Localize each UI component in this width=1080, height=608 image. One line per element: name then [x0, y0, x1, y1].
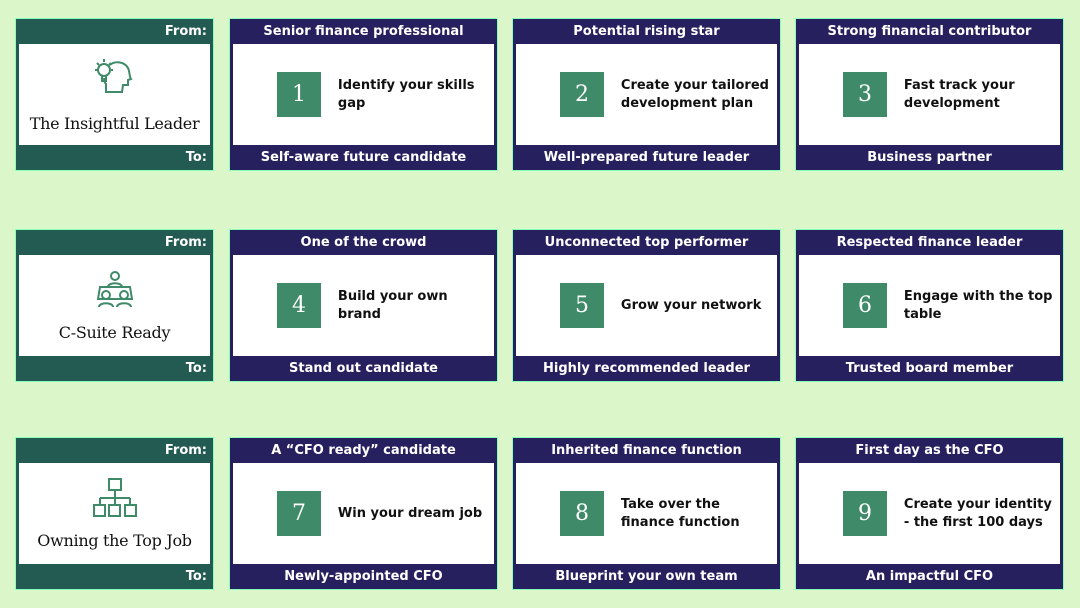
lightbulb-head-icon	[92, 56, 138, 106]
step-number: 4	[277, 283, 321, 328]
step-to: Blueprint your own team	[555, 569, 738, 584]
step-number: 3	[843, 72, 887, 117]
step-to: An impactful CFO	[865, 569, 994, 584]
step-to: Business partner	[867, 150, 992, 165]
step-number: 8	[560, 491, 604, 536]
step-to: Trusted board member	[845, 361, 1014, 376]
step-number: 6	[843, 283, 887, 328]
step-card: Strong financial contributor 3 Fast trac…	[795, 18, 1064, 171]
org-chart-icon	[92, 477, 138, 523]
to-label: To:	[185, 361, 207, 376]
step-from: Potential rising star	[573, 24, 720, 39]
step-from: First day as the CFO	[855, 443, 1004, 458]
step-text: Build your own brand	[337, 288, 448, 322]
step-card: Senior finance professional 1 Identify y…	[229, 18, 498, 171]
step-to: Newly-appointed CFO	[284, 569, 443, 584]
step-text: Take over the finance function	[620, 496, 740, 530]
step-text: Create your tailored development plan	[620, 77, 769, 111]
step-card: Potential rising star 2 Create your tail…	[512, 18, 781, 171]
leader-card: From: Owning the Top Job To:	[15, 437, 214, 590]
step-number: 1	[277, 72, 321, 117]
step-text: Grow your network	[620, 297, 762, 313]
from-label: From:	[164, 235, 207, 250]
step-from: One of the crowd	[300, 235, 427, 250]
step-from: Respected finance leader	[836, 235, 1023, 250]
leader-title: Owning the Top Job	[37, 531, 192, 550]
step-number: 7	[277, 491, 321, 536]
step-to: Self-aware future candidate	[260, 150, 467, 165]
to-label: To:	[185, 150, 207, 165]
step-from: Senior finance professional	[263, 24, 464, 39]
step-number: 5	[560, 283, 604, 328]
step-from: Unconnected top performer	[544, 235, 749, 250]
leader-title: C-Suite Ready	[58, 323, 171, 342]
step-from: A “CFO ready” candidate	[271, 443, 456, 458]
step-card: First day as the CFO 9 Create your ident…	[795, 437, 1064, 590]
step-card: Respected finance leader 6 Engage with t…	[795, 229, 1064, 382]
step-card: Inherited finance function 8 Take over t…	[512, 437, 781, 590]
step-to: Well-prepared future leader	[543, 150, 750, 165]
step-to: Highly recommended leader	[543, 361, 750, 376]
step-from: Strong financial contributor	[827, 24, 1032, 39]
to-label: To:	[185, 569, 207, 584]
step-text: Engage with the top table	[903, 288, 1053, 322]
leader-card: From: C-Suite Ready To:	[15, 229, 214, 382]
meeting-table-icon	[92, 269, 138, 315]
step-number: 2	[560, 72, 604, 117]
from-label: From:	[164, 443, 207, 458]
step-to: Stand out candidate	[289, 361, 438, 376]
leader-title: The Insightful Leader	[29, 114, 200, 133]
step-from: Inherited finance function	[551, 443, 742, 458]
step-text: Win your dream job	[337, 505, 483, 521]
step-number: 9	[843, 491, 887, 536]
step-text: Create your identity - the first 100 day…	[903, 496, 1052, 530]
step-text: Identify your skills gap	[337, 77, 475, 111]
step-card: Unconnected top performer 5 Grow your ne…	[512, 229, 781, 382]
step-card: A “CFO ready” candidate 7 Win your dream…	[229, 437, 498, 590]
step-card: One of the crowd 4 Build your own brand …	[229, 229, 498, 382]
step-text: Fast track your development	[903, 77, 1015, 111]
leader-card: From: The Insightful Leader To:	[15, 18, 214, 171]
from-label: From:	[164, 24, 207, 39]
